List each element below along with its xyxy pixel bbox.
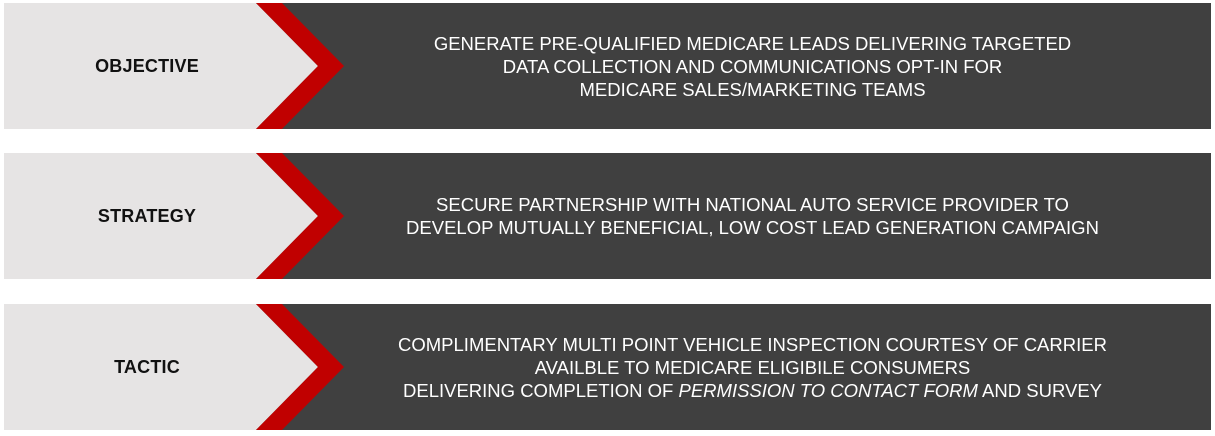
tactic-line-3-before: DELIVERING COMPLETION OF	[403, 379, 679, 401]
objective-label: OBJECTIVE	[95, 55, 199, 76]
strategy-label-panel	[4, 153, 318, 279]
tactic-label: TACTIC	[114, 356, 180, 377]
strategy-description: SECURE PARTNERSHIP WITH NATIONAL AUTO SE…	[314, 153, 1191, 279]
tactic-line-3-italic: PERMISSION TO CONTACT FORM	[678, 379, 978, 401]
objective-line-2: DATA COLLECTION AND COMMUNICATIONS OPT-I…	[502, 55, 1003, 77]
tactic-description: COMPLIMENTARY MULTI POINT VEHICLE INSPEC…	[314, 304, 1191, 430]
tactic-label-panel	[4, 304, 318, 430]
objective-label-panel	[4, 3, 318, 129]
strategy-row: STRATEGY SECURE PARTNERSHIP WITH NATIONA…	[4, 153, 1211, 279]
strategy-row-background	[4, 153, 1211, 279]
objective-line-1: GENERATE PRE-QUALIFIED MEDICARE LEADS DE…	[433, 32, 1072, 54]
objective-line-3: MEDICARE SALES/MARKETING TEAMS	[579, 78, 926, 100]
strategy-content-panel	[256, 153, 1211, 279]
tactic-row-background	[4, 304, 1211, 430]
objective-content-panel	[256, 3, 1211, 129]
objective-row: OBJECTIVE GENERATE PRE-QUALIFIED MEDICAR…	[4, 3, 1211, 129]
strategy-line-2: DEVELOP MUTUALLY BENEFICIAL, LOW COST LE…	[406, 217, 1099, 238]
tactic-line-1: COMPLIMENTARY MULTI POINT VEHICLE INSPEC…	[398, 333, 1107, 355]
tactic-content-panel	[256, 304, 1211, 430]
tactic-line-3: DELIVERING COMPLETION OF PERMISSION TO C…	[403, 379, 1102, 402]
tactic-chevron-arrow	[256, 304, 344, 430]
strategy-label: STRATEGY	[97, 205, 197, 226]
objective-row-background	[4, 3, 1211, 129]
strategy-line-1: SECURE PARTNERSHIP WITH NATIONAL AUTO SE…	[436, 194, 1069, 215]
tactic-line-3-after: AND SURVEY	[977, 379, 1102, 401]
objective-chevron-arrow	[256, 3, 344, 129]
tactic-row: TACTIC COMPLIMENTARY MULTI POINT VEHICLE…	[4, 304, 1211, 430]
tactic-line-2: AVAILBLE TO MEDICARE ELIGIBILE CONSUMERS	[534, 356, 971, 378]
strategy-chevron-arrow	[256, 153, 344, 279]
objective-description: GENERATE PRE-QUALIFIED MEDICARE LEADS DE…	[314, 3, 1191, 129]
